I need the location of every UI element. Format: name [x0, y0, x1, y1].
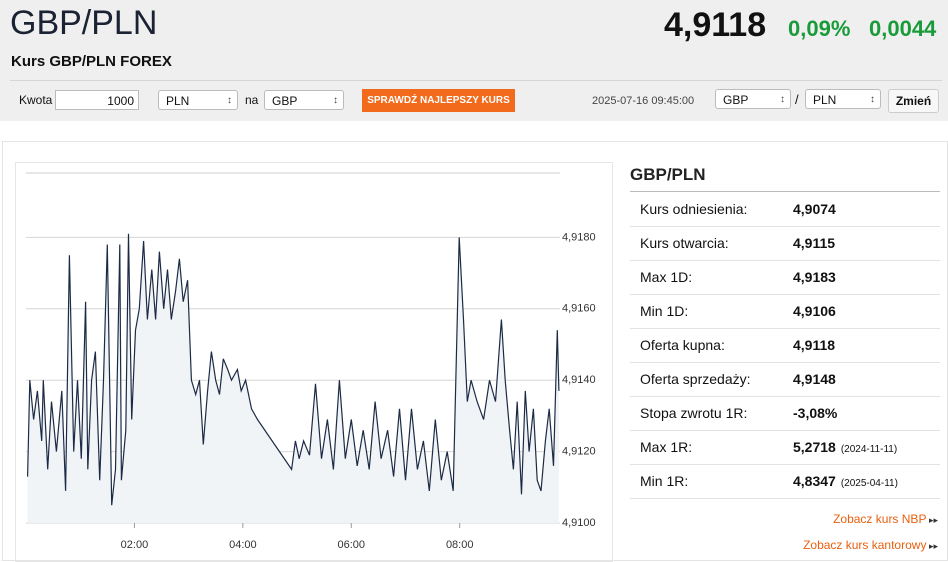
stat-label: Min 1R:	[640, 473, 689, 489]
stat-value: 4,8347 (2025-04-11)	[793, 473, 898, 489]
na-label: na	[245, 93, 259, 107]
stat-row: Kurs otwarcia: 4,9115	[630, 226, 940, 261]
from-select[interactable]: PLN	[158, 90, 238, 111]
stat-value: -3,08%	[793, 405, 838, 421]
pair-to-select[interactable]: PLN	[805, 89, 881, 110]
stat-row: Max 1D: 4,9183	[630, 260, 940, 295]
y-tick-label: 4,9120	[562, 446, 596, 458]
stat-label: Max 1D:	[640, 269, 693, 285]
stat-value: 4,9118	[793, 337, 836, 353]
price: 4,9118	[664, 6, 767, 44]
chart: 4,9100 4,9120 4,9140 4,9160 4,9180 02:00 04:00…	[26, 172, 596, 551]
price-line	[27, 233, 560, 506]
subtitle: Kurs GBP/PLN FOREX	[11, 53, 172, 70]
x-tick-label: 02:00	[121, 539, 149, 551]
stat-label: Kurs otwarcia:	[640, 235, 729, 251]
stat-row: Min 1R: 4,8347 (2025-04-11)	[630, 464, 940, 499]
stat-date: (2024-11-11)	[840, 444, 898, 455]
stat-label: Max 1R:	[640, 439, 693, 455]
divider	[10, 80, 942, 81]
stat-value: 4,9074	[793, 201, 836, 217]
y-tick-label: 4,9160	[562, 303, 596, 315]
to-select[interactable]: GBP	[264, 90, 344, 111]
pair-from-select[interactable]: GBP	[715, 89, 791, 110]
stat-row: Oferta kupna: 4,9118	[630, 328, 940, 363]
amount-label: Kwota	[19, 93, 53, 107]
stat-row: Min 1D: 4,9106	[630, 294, 940, 329]
change-abs: 0,0044	[869, 16, 937, 41]
stat-label: Min 1D:	[640, 303, 689, 319]
y-tick-label: 4,9140	[562, 374, 596, 386]
stat-row: Kurs odniesienia: 4,9074	[630, 192, 940, 227]
stat-label: Oferta kupna:	[640, 337, 725, 353]
stat-value: 4,9115	[793, 235, 836, 251]
timestamp: 2025-07-16 09:45:00	[592, 95, 695, 107]
link[interactable]: Zobacz kurs NBP	[833, 512, 938, 526]
title: GBP/PLN	[10, 4, 158, 42]
y-tick-label: 4,9180	[562, 231, 596, 243]
stat-value: 4,9148	[793, 371, 836, 387]
stat-label: Kurs odniesienia:	[640, 201, 748, 217]
x-tick-label: 04:00	[229, 539, 257, 551]
stat-value: 4,9106	[793, 303, 836, 319]
stat-row: Stopa zwrotu 1R: -3,08%	[630, 396, 940, 431]
stat-value: 4,9183	[793, 269, 836, 285]
stat-label: Oferta sprzedaży:	[640, 371, 751, 387]
area	[27, 233, 559, 524]
y-tick-label: 4,9100	[562, 517, 596, 529]
stat-label: Stopa zwrotu 1R:	[640, 405, 748, 421]
stat-row: Max 1R: 5,2718 (2024-11-11)	[630, 430, 940, 465]
pair-separator: /	[795, 92, 799, 107]
amount-input[interactable]: 1000	[55, 90, 139, 110]
stat-row: Oferta sprzedaży: 4,9148	[630, 362, 940, 397]
best-rate-button[interactable]: SPRAWDŹ NAJLEPSZY KURS	[362, 89, 515, 112]
stat-date: (2025-04-11)	[840, 478, 898, 489]
panel-rule	[630, 191, 940, 192]
stat-value: 5,2718 (2024-11-11)	[793, 439, 898, 455]
x-tick-label: 08:00	[446, 539, 474, 551]
panel-title: GBP/PLN	[630, 165, 706, 184]
change-button[interactable]: Zmień	[888, 89, 939, 113]
change-pct: 0,09%	[788, 16, 851, 41]
link[interactable]: Zobacz kurs kantorowy	[803, 538, 938, 552]
x-tick-label: 06:00	[338, 539, 366, 551]
